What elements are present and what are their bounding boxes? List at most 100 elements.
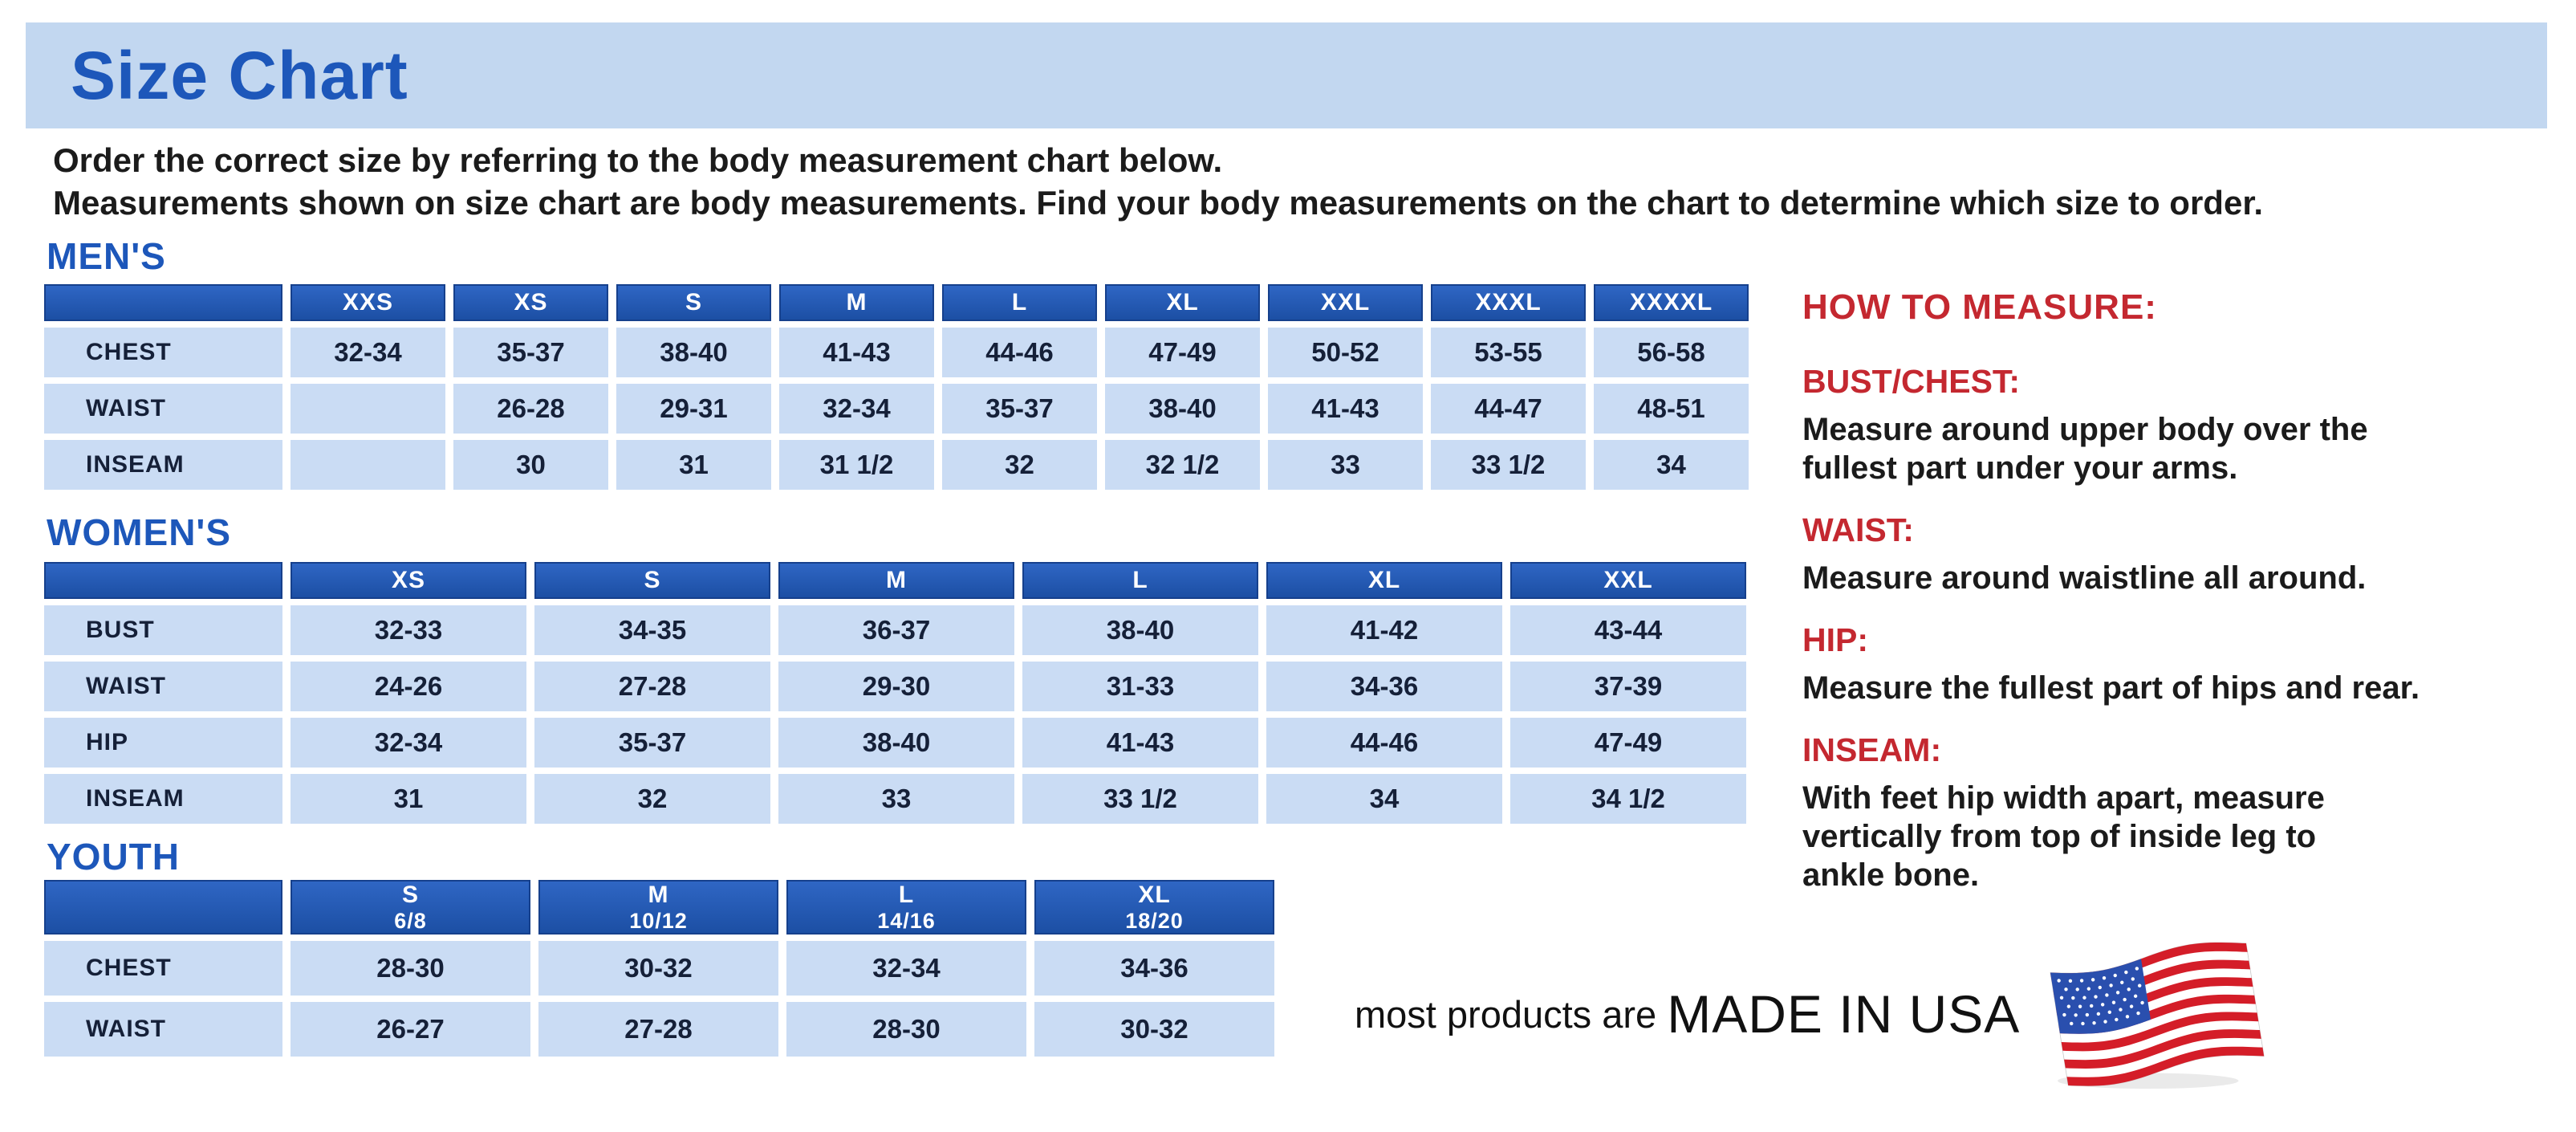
size-value-cell: 41-42	[1266, 605, 1502, 655]
size-value-cell: 33	[1268, 440, 1423, 490]
size-value-cell: 41-43	[779, 328, 934, 377]
how-to-measure-panel: HOW TO MEASURE: BUST/CHEST: Measure arou…	[1802, 287, 2541, 894]
measure-text-hip: Measure the fullest part of hips and rea…	[1802, 670, 2420, 706]
size-value-cell: 41-43	[1022, 718, 1258, 768]
made-in-usa-note: most products are MADE IN USA	[1355, 938, 2269, 1090]
size-value-cell: 32-34	[786, 940, 1026, 996]
size-column-header: M	[779, 284, 934, 321]
size-column-header: XXS	[291, 284, 445, 321]
size-value-cell: 35-37	[942, 384, 1097, 434]
size-column-header: XS	[291, 562, 526, 599]
size-value-cell: 32-34	[291, 328, 445, 377]
intro-line-1: Order the correct size by referring to t…	[53, 141, 1223, 179]
size-column-header: XS	[453, 284, 608, 321]
size-value-cell: 48-51	[1594, 384, 1749, 434]
size-value-cell: 33	[778, 774, 1014, 824]
intro-text: Order the correct size by referring to t…	[53, 140, 2549, 225]
measurement-row-label: BUST	[44, 605, 282, 655]
size-value-cell: 32-33	[291, 605, 526, 655]
size-column-header: M	[778, 562, 1014, 599]
size-value-cell: 31	[616, 440, 771, 490]
size-value-cell	[291, 440, 445, 490]
size-value-cell: 56-58	[1594, 328, 1749, 377]
size-value-cell: 32 1/2	[1105, 440, 1260, 490]
size-column-header: S 6/8	[291, 880, 530, 935]
measure-label-inseam: INSEAM:	[1802, 731, 1942, 768]
header-corner-cell	[44, 880, 282, 935]
size-value-cell: 27-28	[538, 1001, 778, 1057]
size-column-header: XXL	[1510, 562, 1746, 599]
size-value-cell: 27-28	[534, 662, 770, 711]
size-value-cell: 35-37	[534, 718, 770, 768]
size-value-cell: 28-30	[786, 1001, 1026, 1057]
size-value-cell: 34-36	[1034, 940, 1274, 996]
footer-emphasis-text: MADE IN USA	[1667, 984, 2021, 1044]
size-value-cell: 31 1/2	[779, 440, 934, 490]
measurement-row-label: HIP	[44, 718, 282, 768]
size-column-header: XXL	[1268, 284, 1423, 321]
size-value-cell: 44-46	[942, 328, 1097, 377]
size-value-cell: 32	[534, 774, 770, 824]
size-column-header: S	[534, 562, 770, 599]
size-value-cell: 33 1/2	[1431, 440, 1586, 490]
measurement-row-label: WAIST	[44, 1001, 282, 1057]
size-value-cell: 32	[942, 440, 1097, 490]
header-corner-cell	[44, 562, 282, 599]
size-value-cell: 47-49	[1105, 328, 1260, 377]
size-value-cell: 31-33	[1022, 662, 1258, 711]
youth-size-table: S 6/8 M 10/12 L 14/16 XL 18/20 CHEST 28-30 30-32 32…	[36, 873, 1282, 1063]
size-value-cell: 43-44	[1510, 605, 1746, 655]
size-value-cell: 26-27	[291, 1001, 530, 1057]
measurement-row-label: WAIST	[44, 662, 282, 711]
size-column-header: L	[1022, 562, 1258, 599]
size-value-cell: 37-39	[1510, 662, 1746, 711]
how-to-measure-title: HOW TO MEASURE:	[1802, 287, 2157, 327]
footer-prefix-text: most products are	[1355, 992, 1668, 1036]
measurement-row-label: CHEST	[44, 328, 282, 377]
size-value-cell	[291, 384, 445, 434]
size-value-cell: 30-32	[1034, 1001, 1274, 1057]
size-value-cell: 53-55	[1431, 328, 1586, 377]
size-value-cell: 30	[453, 440, 608, 490]
size-value-cell: 38-40	[778, 718, 1014, 768]
size-value-cell: 50-52	[1268, 328, 1423, 377]
size-value-cell: 33 1/2	[1022, 774, 1258, 824]
intro-line-2: Measurements shown on size chart are bod…	[53, 183, 2264, 222]
size-column-header: L	[942, 284, 1097, 321]
measure-label-hip: HIP:	[1802, 621, 1868, 658]
size-value-cell: 32-34	[779, 384, 934, 434]
title-banner: Size Chart	[26, 22, 2547, 128]
size-value-cell: 29-31	[616, 384, 771, 434]
size-value-cell: 31	[291, 774, 526, 824]
section-heading-mens: MEN'S	[47, 235, 166, 277]
size-column-header: XXXL	[1431, 284, 1586, 321]
size-column-header: S	[616, 284, 771, 321]
size-value-cell: 32-34	[291, 718, 526, 768]
size-value-cell: 38-40	[1022, 605, 1258, 655]
mens-size-table: XXS XS S M L XL XXL XXXL XXXXL CHEST 32-34 35-37 38-…	[36, 278, 1757, 496]
section-heading-womens: WOMEN'S	[47, 511, 232, 553]
size-value-cell: 35-37	[453, 328, 608, 377]
size-value-cell: 30-32	[538, 940, 778, 996]
size-value-cell: 34-36	[1266, 662, 1502, 711]
measure-text-waist: Measure around waistline all around.	[1802, 560, 2367, 596]
size-value-cell: 34	[1594, 440, 1749, 490]
size-value-cell: 24-26	[291, 662, 526, 711]
size-value-cell: 38-40	[1105, 384, 1260, 434]
measurement-row-label: INSEAM	[44, 440, 282, 490]
section-heading-youth: YOUTH	[47, 836, 180, 878]
size-value-cell: 44-47	[1431, 384, 1586, 434]
size-value-cell: 38-40	[616, 328, 771, 377]
size-value-cell: 44-46	[1266, 718, 1502, 768]
size-column-header: XL	[1266, 562, 1502, 599]
size-value-cell: 26-28	[453, 384, 608, 434]
size-column-header: XL 18/20	[1034, 880, 1274, 935]
size-value-cell: 36-37	[778, 605, 1014, 655]
size-value-cell: 47-49	[1510, 718, 1746, 768]
size-value-cell: 29-30	[778, 662, 1014, 711]
size-value-cell: 34 1/2	[1510, 774, 1746, 824]
size-column-header: XL	[1105, 284, 1260, 321]
measurement-row-label: WAIST	[44, 384, 282, 434]
size-column-header: L 14/16	[786, 880, 1026, 935]
